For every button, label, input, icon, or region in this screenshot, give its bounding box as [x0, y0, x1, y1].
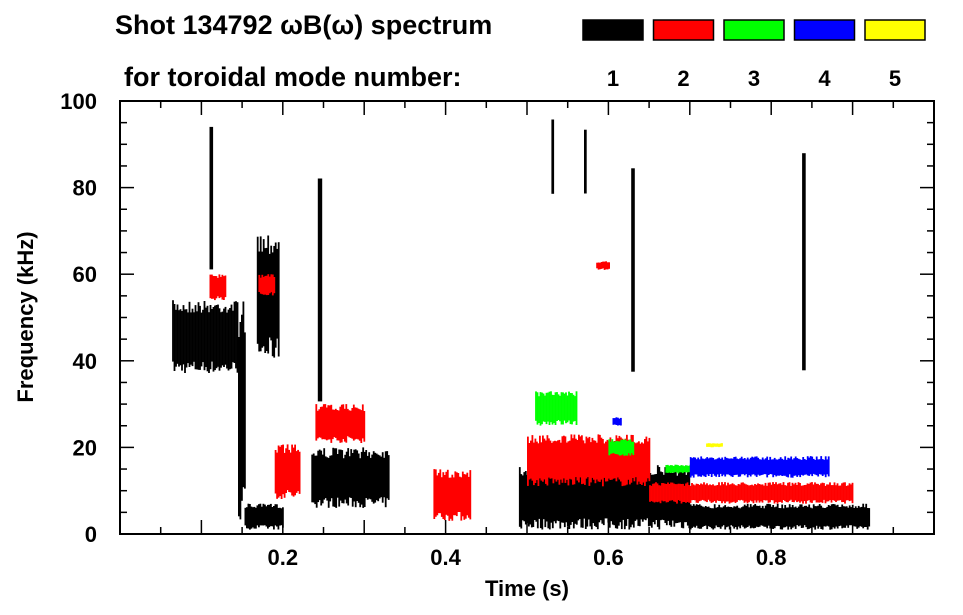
legend: 1 2 3 4 5 [582, 19, 926, 91]
mode-1-feature [584, 129, 587, 194]
mode-1-feature [256, 235, 280, 358]
y-tick-label: 60 [73, 262, 97, 287]
y-tick-label: 20 [73, 435, 97, 460]
mode-1-feature [689, 503, 871, 530]
mode-2-feature [433, 469, 472, 521]
legend-label-mode-5: 5 [889, 66, 901, 91]
y-tick-label: 0 [85, 522, 97, 547]
mode-1-feature [172, 300, 239, 373]
legend-swatch-mode-3 [723, 19, 785, 41]
mode-4-feature [689, 456, 830, 478]
mode-5-feature [706, 443, 723, 448]
mode-1-feature [802, 153, 806, 371]
chart-subtitle: for toroidal mode number: [124, 62, 462, 92]
mode-3-feature [608, 439, 635, 456]
mode-1-feature [631, 168, 635, 372]
x-axis-label: Time (s) [485, 576, 569, 601]
y-tick-label: 40 [73, 349, 97, 374]
spectrogram-marks [172, 119, 871, 530]
legend-swatch-mode-4 [793, 19, 856, 41]
mode-3-feature [535, 391, 578, 426]
legend-label-mode-1: 1 [607, 66, 619, 91]
chart-title: Shot 134792 ωB(ω) spectrum [115, 10, 492, 40]
legend-swatch-mode-5 [864, 19, 926, 41]
x-tick-label: 0.8 [756, 545, 787, 570]
mode-2-feature [258, 274, 276, 296]
mode-1-feature [209, 126, 214, 270]
legend-swatch-mode-1 [582, 19, 644, 41]
legend-label-mode-4: 4 [818, 66, 831, 91]
axes: 0.2 0.4 0.6 0.8 0 20 40 60 80 100 [60, 89, 934, 570]
mode-2-feature [527, 434, 651, 487]
x-tick-label: 0.6 [593, 545, 624, 570]
mode-2-feature [209, 274, 227, 301]
legend-label-mode-2: 2 [677, 66, 689, 91]
mode-2-feature [649, 482, 854, 504]
y-tick-label: 100 [60, 89, 97, 114]
mode-4-feature [612, 417, 622, 426]
mode-1-feature [317, 178, 323, 402]
mode-1-feature [551, 119, 555, 194]
mode-1-feature [244, 503, 284, 530]
y-axis-label: Frequency (kHz) [13, 231, 38, 402]
mode-2-feature [315, 404, 366, 443]
legend-swatch-mode-2 [652, 19, 715, 41]
mode-1-feature [238, 301, 246, 520]
y-tick-label: 80 [73, 176, 97, 201]
mode-1-feature [311, 447, 390, 508]
x-tick-label: 0.4 [430, 545, 461, 570]
mode-2-feature [596, 261, 610, 270]
legend-label-mode-3: 3 [748, 66, 760, 91]
x-tick-label: 0.2 [268, 545, 299, 570]
mode-2-feature [274, 444, 301, 499]
